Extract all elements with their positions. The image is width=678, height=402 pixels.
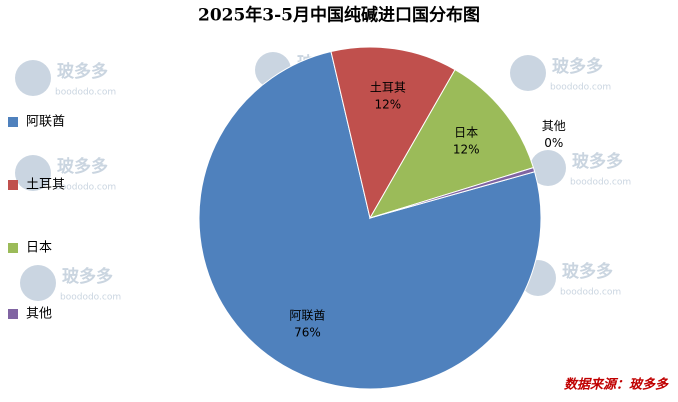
pie-slice	[330, 46, 456, 220]
legend-swatch	[8, 180, 18, 190]
watermark-name: 玻多多	[62, 266, 113, 287]
watermark-logo	[15, 60, 51, 96]
watermark-url: boododo.com	[55, 88, 116, 98]
watermark-logo	[15, 155, 51, 191]
watermark-url: boododo.com	[55, 183, 116, 193]
watermark-url: boododo.com	[570, 178, 631, 188]
legend-label: 阿联酋	[26, 114, 65, 130]
slice-value-label: 76%	[294, 326, 321, 340]
watermark-logo	[510, 55, 546, 91]
slice-value-label: 0%	[544, 136, 563, 150]
watermark-name: 玻多多	[57, 61, 108, 82]
watermark-name: 玻多多	[552, 56, 603, 77]
slice-label: 其他	[542, 119, 566, 133]
legend-swatch	[8, 309, 18, 319]
watermark-name: 玻多多	[572, 151, 623, 172]
pie-slice	[369, 166, 536, 219]
legend-label: 日本	[26, 241, 52, 256]
watermark-url: boododo.com	[60, 293, 121, 303]
slice-label: 阿联酋	[289, 308, 325, 323]
watermark-name: 玻多多	[562, 261, 613, 282]
watermark-url: boododo.com	[560, 288, 621, 298]
watermark-name: 玻多多	[57, 156, 108, 177]
chart-title: 2025年3-5月中国纯碱进口国分布图	[198, 5, 480, 26]
pie-slice	[368, 68, 535, 219]
slice-value-label: 12%	[374, 98, 401, 112]
watermark-url: boododo.com	[550, 83, 611, 93]
pie: 阿联酋 76% 土耳其 12% 日本 12% 其他 0%	[198, 46, 566, 390]
legend-swatch	[8, 117, 18, 127]
pie-slice	[198, 50, 542, 390]
slice-label: 土耳其	[370, 81, 406, 95]
legend-label: 土耳其	[26, 178, 65, 193]
watermark-logo	[20, 265, 56, 301]
watermark-logo	[530, 150, 566, 186]
slice-label: 日本	[454, 126, 478, 140]
source: 数据来源：玻多多	[564, 377, 669, 393]
legend-label: 其他	[26, 307, 52, 322]
slice-value-label: 12%	[453, 143, 480, 157]
legend-swatch	[8, 243, 18, 253]
